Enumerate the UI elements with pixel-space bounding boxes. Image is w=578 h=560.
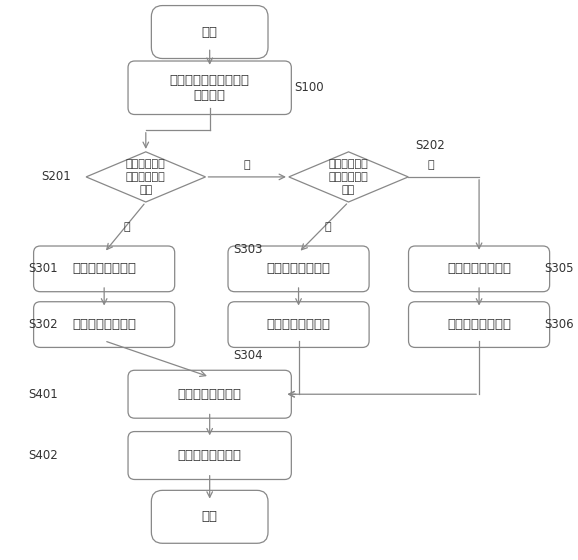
Text: S201: S201 (42, 170, 71, 184)
Text: 获取电感电流，并计算
其绝对值: 获取电感电流，并计算 其绝对值 (170, 74, 250, 102)
FancyBboxPatch shape (228, 246, 369, 292)
Text: 增大控制比例系数: 增大控制比例系数 (72, 318, 136, 331)
Text: 结束: 结束 (202, 510, 218, 523)
Text: 是: 是 (324, 222, 331, 232)
FancyBboxPatch shape (409, 246, 550, 292)
FancyBboxPatch shape (128, 61, 291, 114)
Text: 否: 否 (427, 160, 434, 170)
FancyBboxPatch shape (151, 6, 268, 58)
Text: S306: S306 (544, 318, 575, 331)
Text: S303: S303 (234, 243, 263, 256)
Text: 置零电流参考系数: 置零电流参考系数 (72, 262, 136, 276)
Text: 增大电流参考系数: 增大电流参考系数 (447, 262, 511, 276)
FancyBboxPatch shape (228, 302, 369, 347)
Text: S401: S401 (28, 388, 58, 401)
Text: 开始: 开始 (202, 26, 218, 39)
Text: 减小电流参考系数: 减小电流参考系数 (266, 262, 331, 276)
Text: 绝对值是否大
于第二电流阈
值？: 绝对值是否大 于第二电流阈 值？ (329, 158, 368, 195)
Text: S100: S100 (294, 81, 324, 94)
Text: S304: S304 (234, 349, 263, 362)
Text: 电流参考系数限幅: 电流参考系数限幅 (177, 388, 242, 401)
FancyBboxPatch shape (128, 432, 291, 479)
Text: 绝对值是否大
于第一电流阈
值？: 绝对值是否大 于第一电流阈 值？ (126, 158, 166, 195)
FancyBboxPatch shape (34, 302, 175, 347)
Text: S302: S302 (28, 318, 58, 331)
Polygon shape (86, 152, 206, 202)
FancyBboxPatch shape (128, 370, 291, 418)
Text: 控制比例系数限幅: 控制比例系数限幅 (177, 449, 242, 462)
Text: S202: S202 (415, 139, 445, 152)
Text: 否: 否 (244, 160, 250, 170)
Text: 减小控制比例系数: 减小控制比例系数 (447, 318, 511, 331)
Text: S305: S305 (544, 262, 574, 276)
Text: S402: S402 (28, 449, 58, 462)
FancyBboxPatch shape (151, 491, 268, 543)
Text: 增大控制比例系数: 增大控制比例系数 (266, 318, 331, 331)
Text: S301: S301 (28, 262, 58, 276)
Polygon shape (289, 152, 408, 202)
Text: 是: 是 (123, 222, 129, 232)
FancyBboxPatch shape (34, 246, 175, 292)
FancyBboxPatch shape (409, 302, 550, 347)
